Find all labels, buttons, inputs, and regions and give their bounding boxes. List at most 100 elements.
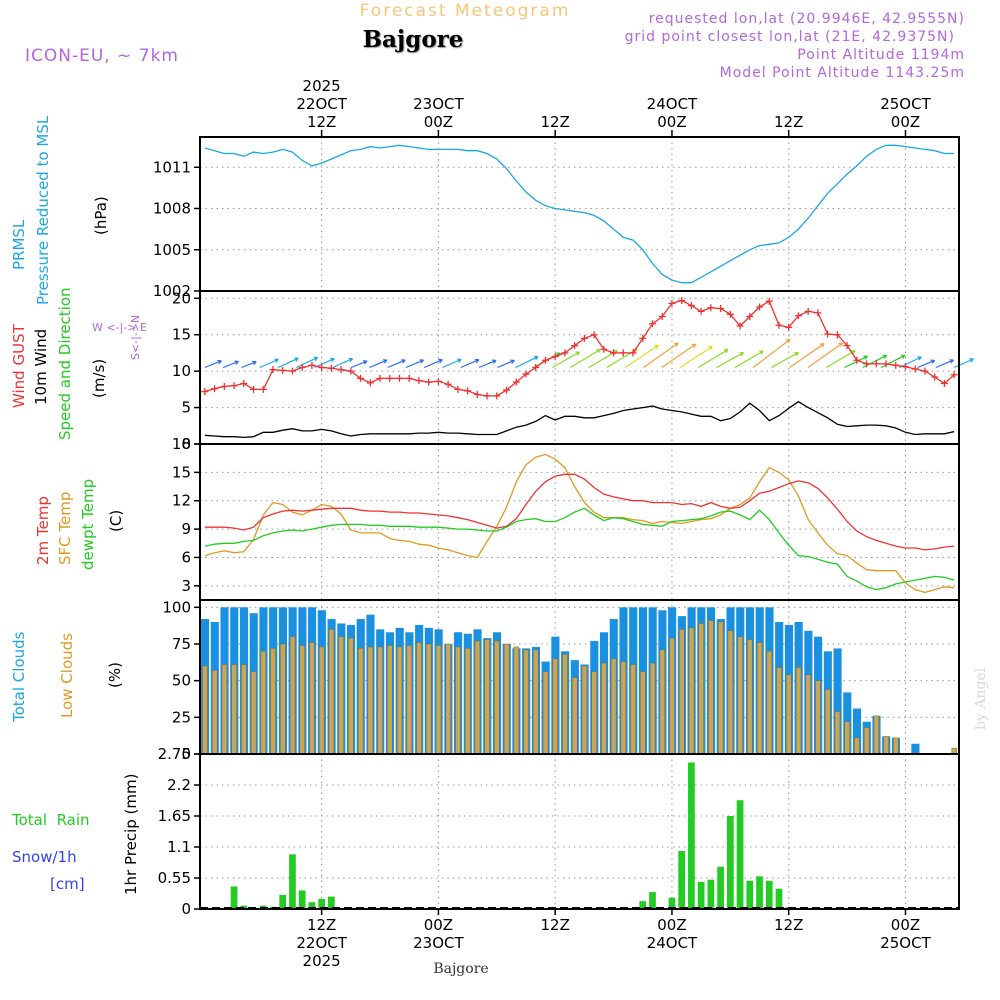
- wind-arrow: [697, 349, 729, 369]
- low-cloud-bar: [533, 649, 539, 755]
- wind-arrow-head: [274, 358, 279, 363]
- wind-arrow-head: [510, 359, 515, 364]
- wind-arrow-head: [252, 360, 257, 366]
- low-cloud-bar: [893, 737, 899, 755]
- low-cloud-bar: [737, 636, 743, 755]
- wind-arrow-head: [759, 350, 764, 355]
- wind-gust-point: [648, 320, 656, 328]
- wind-arrow: [350, 360, 368, 369]
- snow-unit-label: [cm]: [50, 875, 85, 893]
- wind-arrow: [241, 361, 257, 369]
- y-tick-label: 15: [172, 326, 191, 344]
- wind-arrow: [295, 356, 318, 369]
- wind-arrow: [661, 343, 697, 368]
- wind-gust-point: [668, 299, 676, 307]
- rain-bar: [736, 800, 744, 909]
- wind-arrow: [332, 358, 353, 369]
- wind-gust-point: [639, 334, 647, 342]
- y-tick-label: 0.55: [158, 869, 191, 887]
- wind-arrow-head: [838, 342, 844, 347]
- wind10-label: 10m Wind: [32, 329, 50, 405]
- low-cloud-bar: [309, 642, 315, 755]
- y-tick-label: 1011: [153, 158, 191, 176]
- wind-gust-point: [483, 392, 491, 400]
- y-tick-label: 1008: [153, 200, 191, 218]
- total-cloud-bar: [852, 708, 862, 754]
- total-clouds-label: Total Clouds: [10, 631, 28, 723]
- y-tick-label: 5: [181, 399, 191, 417]
- y-tick-label: 10: [172, 362, 191, 380]
- low-cloud-bar: [679, 629, 685, 755]
- wind-gust-point: [931, 373, 939, 381]
- wind-arrow: [551, 351, 580, 369]
- rain-bar: [678, 850, 686, 909]
- wind-gust-point: [541, 356, 549, 364]
- low-cloud-bar: [464, 648, 471, 755]
- y-tick-label: 2.2: [167, 776, 191, 794]
- wind-arrow-head: [457, 358, 462, 363]
- total-cloud-bar: [911, 743, 920, 754]
- bottom-time-label: 2025: [303, 952, 341, 970]
- wind-gust-point: [464, 387, 472, 395]
- y-tick-label: 0: [181, 435, 191, 453]
- wind-gust-point: [736, 322, 744, 330]
- rain-bar: [639, 901, 647, 909]
- y-tick-label: 0: [181, 900, 191, 918]
- low-cloud-bar: [883, 736, 889, 755]
- wind-arrow-head: [949, 359, 954, 364]
- top-time-label: 12Z: [774, 113, 803, 131]
- wind-arrow: [643, 342, 679, 368]
- wind-gust-point: [240, 380, 248, 388]
- wind-arrow: [442, 358, 462, 369]
- wind-gust-point: [824, 330, 832, 338]
- wind-speed-label: Speed and Direction: [56, 287, 74, 440]
- wind-gust-point: [269, 366, 277, 374]
- watermark: by Angel: [973, 667, 989, 730]
- data-layer: [200, 144, 974, 909]
- wind-arrow: [825, 350, 856, 369]
- bottom-time-label: 25OCT: [880, 934, 931, 952]
- bottom-time-label: 12Z: [540, 916, 569, 934]
- low-cloud-bar: [231, 664, 237, 755]
- wind-gust-point: [571, 342, 579, 350]
- low-cloud-bar: [202, 665, 208, 755]
- wind-arrow: [405, 359, 424, 369]
- low-cloud-bar: [630, 664, 636, 755]
- bottom-time-label: 23OCT: [413, 934, 464, 952]
- rain-bar: [328, 896, 335, 909]
- wind-arrow-head: [850, 350, 856, 355]
- low-cloud-bar: [610, 658, 617, 755]
- wind-arrow-head: [533, 355, 539, 361]
- low-cloud-bar: [669, 637, 675, 755]
- rain-bar: [775, 888, 783, 909]
- low-cloud-bar: [211, 670, 218, 755]
- wind-arrow: [606, 348, 638, 369]
- wind-gust-point: [376, 374, 384, 382]
- wind-arrow-head: [708, 345, 713, 351]
- wind-gust-point: [882, 360, 890, 368]
- wind-gust-point: [687, 302, 695, 310]
- wind-arrow-head: [419, 359, 424, 364]
- wind-gust-point: [503, 386, 511, 394]
- rain-bar: [318, 898, 325, 909]
- wind-gust-point: [863, 360, 871, 368]
- rain-bar: [717, 866, 724, 909]
- low-cloud-bar: [221, 664, 228, 755]
- wind-arrow: [771, 352, 799, 369]
- low-cloud-bar: [805, 674, 811, 755]
- y-tick-label: 1.65: [158, 807, 191, 825]
- wind-arrow-head: [863, 355, 868, 360]
- rain-bar: [649, 892, 656, 909]
- wind-gust-point: [405, 374, 413, 382]
- y-tick-label: 100: [162, 598, 191, 616]
- wind-arrow-head: [313, 356, 319, 361]
- wind-arrow-head: [654, 344, 659, 350]
- wind-arrow-head: [217, 359, 222, 365]
- rain-bar: [726, 816, 734, 909]
- y-tick-label: 25: [172, 708, 191, 726]
- wind-arrow: [844, 355, 868, 369]
- low-cloud-bar: [863, 727, 870, 755]
- pressure-label-1: PRMSL: [10, 219, 28, 270]
- wind-arrow: [716, 352, 744, 369]
- wind-gust-point: [590, 331, 598, 339]
